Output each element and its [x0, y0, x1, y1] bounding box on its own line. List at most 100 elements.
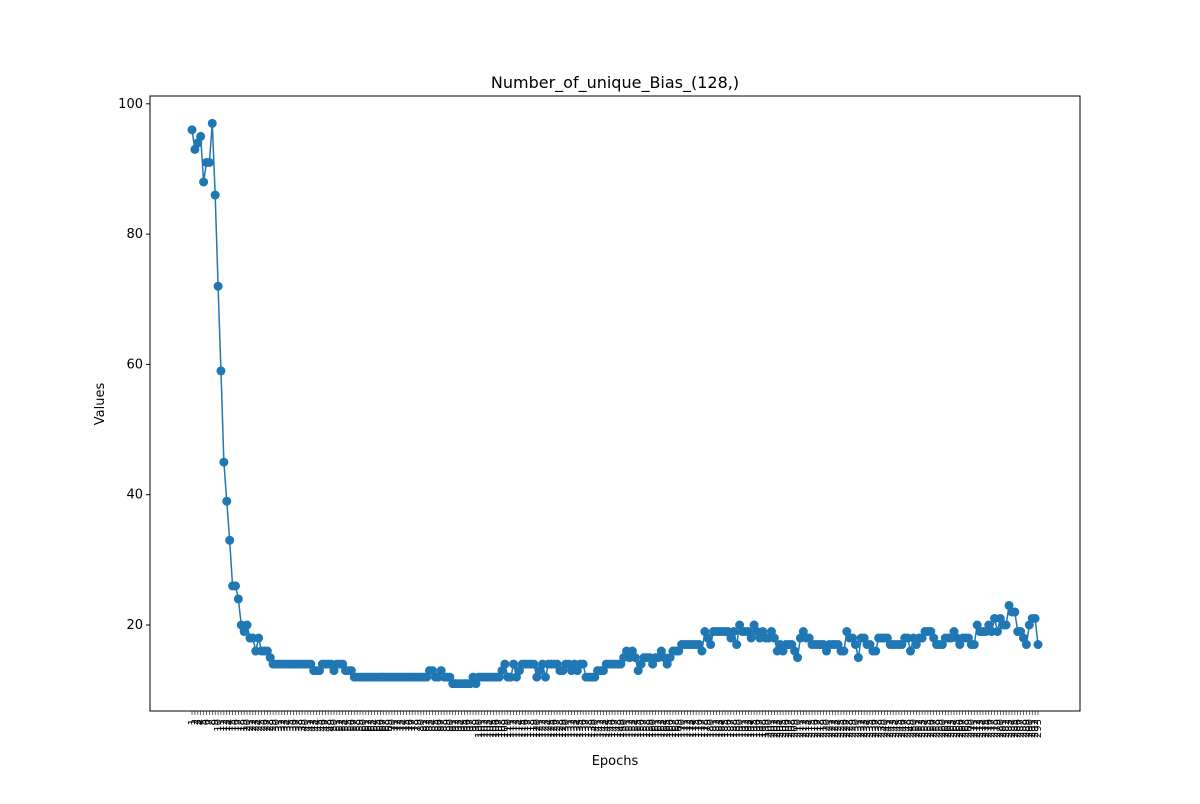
x-tick-label: 22 — [248, 719, 259, 732]
x-tick-label: 198 — [758, 719, 769, 738]
x-tick-label: 37 — [291, 719, 302, 732]
x-tick-label: 7 — [204, 719, 215, 725]
x-tick-label: 273 — [975, 719, 986, 738]
x-tick-label: 264 — [949, 719, 960, 738]
x-tick-label: 152 — [624, 719, 635, 738]
x-tick-label: 67 — [378, 719, 389, 732]
data-point — [500, 659, 510, 669]
x-tick-label: 115 — [517, 719, 528, 738]
x-tick-label: 241 — [882, 719, 893, 738]
data-point — [697, 646, 707, 656]
x-tick-label: 112 — [509, 719, 520, 738]
x-tick-label: 54 — [341, 719, 352, 732]
x-tick-label: 145 — [604, 719, 615, 738]
x-tick-label: 266 — [955, 719, 966, 738]
data-point — [219, 457, 229, 467]
x-tick-label: 80 — [416, 719, 427, 732]
x-tick-label: 57 — [349, 719, 360, 732]
x-tick-label: 128 — [555, 719, 566, 738]
x-tick-label: 206 — [781, 719, 792, 738]
x-tick-label: 159 — [645, 719, 656, 738]
data-point — [233, 594, 243, 604]
x-tick-label: 146 — [607, 719, 618, 738]
x-tick-label: 28 — [265, 719, 276, 732]
x-tick-label: 2 — [190, 719, 201, 725]
x-tick-label: 69 — [384, 719, 395, 732]
y-tick-label: 100 — [118, 97, 143, 112]
x-tick-label: 226 — [839, 719, 850, 738]
x-tick-label: 36 — [288, 719, 299, 732]
x-tick-label: 205 — [778, 719, 789, 738]
x-tick-label: 142 — [596, 719, 607, 738]
x-tick-label: 162 — [653, 719, 664, 738]
x-tick-label: 132 — [567, 719, 578, 738]
x-tick-label: 213 — [801, 719, 812, 738]
x-tick-label: 61 — [361, 719, 372, 732]
data-point — [216, 366, 226, 376]
x-tick-label: 14 — [225, 719, 236, 732]
x-tick-label: 137 — [581, 719, 592, 738]
x-tick-label: 258 — [932, 719, 943, 738]
data-point — [210, 190, 220, 200]
x-tick-label: 39 — [297, 719, 308, 732]
x-tick-label: 19 — [239, 719, 250, 732]
x-tick-label: 276 — [984, 719, 995, 738]
data-point — [529, 659, 539, 669]
x-tick-label: 63 — [367, 719, 378, 732]
x-tick-label: 94 — [456, 719, 467, 732]
x-tick-label: 103 — [483, 719, 494, 738]
x-tick-label: 12 — [219, 719, 230, 732]
x-tick-label: 143 — [598, 719, 609, 738]
data-point — [839, 646, 849, 656]
x-tick-label: 51 — [332, 719, 343, 732]
x-tick-label: 8 — [207, 719, 218, 725]
x-tick-label: 106 — [491, 719, 502, 738]
x-tick-label: 95 — [459, 719, 470, 732]
x-tick-label: 114 — [514, 719, 525, 738]
x-tick-label: 21 — [245, 719, 256, 732]
x-tick-label: 259 — [934, 719, 945, 738]
data-point — [853, 653, 863, 663]
x-tick-label: 49 — [326, 719, 337, 732]
x-tick-label: 242 — [885, 719, 896, 738]
series-line — [191, 123, 1039, 686]
data-point — [992, 627, 1002, 637]
x-tick-label: 267 — [958, 719, 969, 738]
x-tick-label: 164 — [659, 719, 670, 738]
x-tick-label: 9 — [210, 719, 221, 725]
x-tick-label: 25 — [257, 719, 268, 732]
y-axis-label: Values — [93, 383, 108, 426]
x-tick-label: 20 — [242, 719, 253, 732]
x-tick-label: 252 — [914, 719, 925, 738]
x-tick-label: 202 — [769, 719, 780, 738]
x-tick-label: 46 — [317, 719, 328, 732]
data-point — [254, 633, 264, 643]
x-axis-label: Epochs — [592, 754, 639, 769]
x-tick-label: 270 — [966, 719, 977, 738]
x-tick-label: 92 — [451, 719, 462, 732]
x-tick-label: 233 — [859, 719, 870, 738]
x-tick-label: 116 — [520, 719, 531, 738]
x-tick-label: 81 — [419, 719, 430, 732]
x-tick-label: 27 — [262, 719, 273, 732]
x-tick-label: 11 — [216, 719, 227, 732]
x-tick-label: 290 — [1024, 719, 1035, 738]
x-tick-label: 118 — [526, 719, 537, 738]
x-tick-label: 5 — [199, 719, 210, 725]
x-tick-label: 237 — [871, 719, 882, 738]
x-tick-label: 187 — [726, 719, 737, 738]
x-tick-label: 17 — [233, 719, 244, 732]
x-tick-label: 6 — [201, 719, 212, 725]
x-tick-label: 43 — [309, 719, 320, 732]
x-tick-label: 113 — [511, 719, 522, 738]
x-tick-label: 220 — [822, 719, 833, 738]
x-tick-label: 249 — [906, 719, 917, 738]
x-tick-label: 203 — [772, 719, 783, 738]
x-tick-label: 239 — [877, 719, 888, 738]
x-tick-label: 85 — [430, 719, 441, 732]
x-tick-label: 224 — [833, 719, 844, 738]
data-point — [906, 646, 916, 656]
x-tick-label: 263 — [946, 719, 957, 738]
x-tick-label: 287 — [1016, 719, 1027, 738]
x-tick-label: 65 — [372, 719, 383, 732]
